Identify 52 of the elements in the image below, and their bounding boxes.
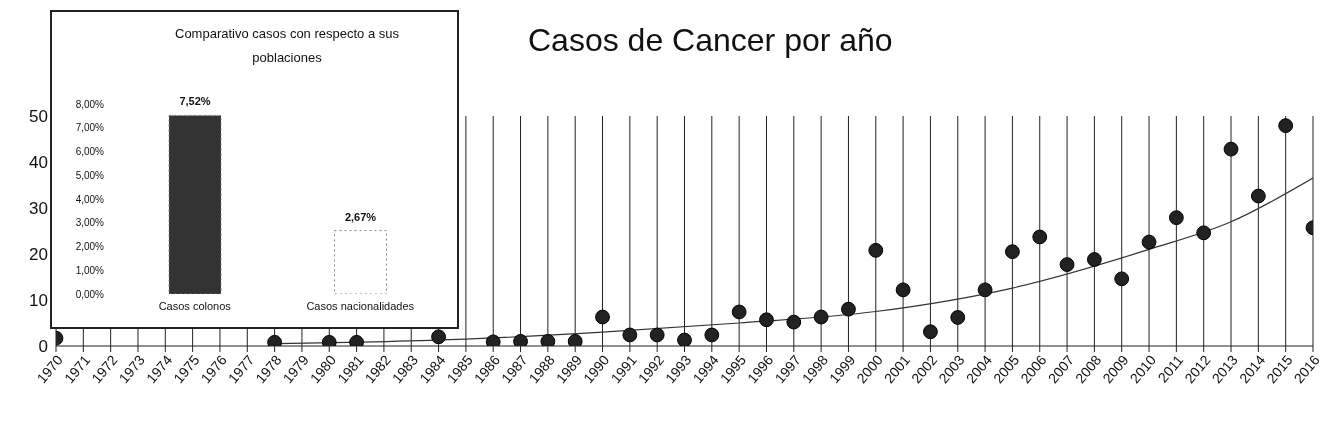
data-label: 7,52% bbox=[179, 95, 211, 108]
point bbox=[513, 334, 528, 346]
x-tick-label: Casos nacionalidades bbox=[306, 299, 415, 312]
data-label: 2,67% bbox=[344, 210, 377, 223]
point bbox=[704, 327, 720, 343]
point bbox=[1196, 225, 1212, 241]
point bbox=[431, 329, 446, 345]
point bbox=[1114, 271, 1130, 287]
point bbox=[1059, 257, 1075, 272]
point bbox=[1141, 234, 1157, 250]
point bbox=[813, 309, 829, 325]
point bbox=[1168, 210, 1184, 226]
point bbox=[485, 334, 501, 346]
point bbox=[950, 310, 966, 325]
point bbox=[895, 282, 911, 298]
y-tick-label: 20 bbox=[29, 244, 48, 264]
y-tick-label: 2,00% bbox=[75, 241, 105, 253]
y-tick-label: 40 bbox=[29, 152, 48, 172]
point bbox=[731, 304, 747, 320]
chart-title: Comparativo casos con respecto a sus poblaciones bbox=[174, 25, 400, 67]
point bbox=[1032, 229, 1048, 245]
y-tick-label: 50 bbox=[29, 106, 48, 126]
point bbox=[759, 312, 774, 328]
y-tick-label: 10 bbox=[29, 290, 48, 310]
point bbox=[622, 327, 638, 343]
y-tick-label: 8,00% bbox=[75, 98, 105, 110]
point bbox=[786, 314, 802, 330]
y-tick-label: 5,00% bbox=[75, 169, 105, 181]
y-tick-label: 0 bbox=[38, 336, 48, 356]
point bbox=[1005, 244, 1020, 260]
point bbox=[649, 327, 665, 343]
point bbox=[1086, 252, 1102, 267]
point bbox=[1250, 188, 1266, 204]
y-tick-label: 0,00% bbox=[75, 288, 105, 300]
point bbox=[868, 242, 884, 258]
point bbox=[677, 332, 692, 346]
x-tick-label: Casos colonos bbox=[158, 299, 232, 312]
point bbox=[567, 334, 583, 346]
point bbox=[977, 282, 993, 298]
y-tick-label: 7,00% bbox=[75, 122, 105, 134]
chart-title: Casos de Cancer por año bbox=[528, 22, 893, 59]
point bbox=[540, 334, 556, 346]
y-tick-label: 30 bbox=[29, 198, 48, 218]
y-tick-label: 6,00% bbox=[75, 146, 105, 158]
point bbox=[841, 301, 856, 317]
point bbox=[1278, 118, 1294, 134]
y-tick-label: 3,00% bbox=[75, 217, 105, 229]
y-tick-label: 4,00% bbox=[75, 193, 105, 205]
point bbox=[1223, 141, 1239, 157]
point bbox=[923, 324, 938, 340]
point bbox=[595, 309, 610, 325]
y-tick-label: 1,00% bbox=[75, 264, 105, 276]
